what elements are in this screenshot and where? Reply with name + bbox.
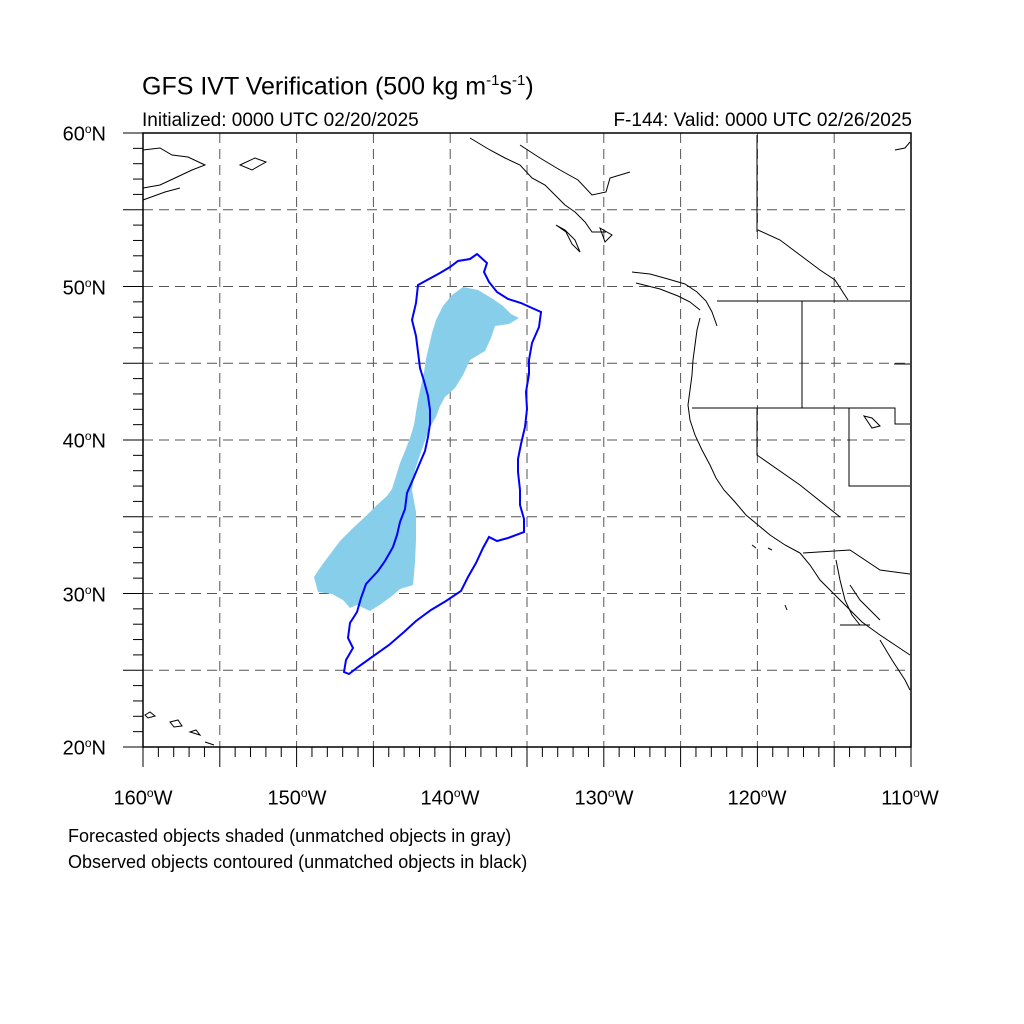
lat-label-40: 40oN <box>62 429 106 453</box>
plot-border <box>142 132 912 748</box>
valid-time-label: F-144: Valid: 0000 UTC 02/26/2025 <box>613 110 912 131</box>
lat-lon-grid <box>143 133 911 747</box>
lon-label-110w: 110oW <box>881 786 939 810</box>
lat-label-30: 30oN <box>62 583 106 607</box>
lat-label-50: 50oN <box>62 276 106 300</box>
forecast-note: Forecasted objects shaded (unmatched obj… <box>68 826 512 846</box>
observed-note: Observed objects contoured (unmatched ob… <box>68 852 528 872</box>
axis-ticks <box>123 132 912 767</box>
lon-label-120w: 120oW <box>727 786 787 810</box>
lat-label-60: 60oN <box>62 122 106 146</box>
lon-label-160w: 160oW <box>113 786 173 810</box>
lon-label-130w: 130oW <box>574 786 634 810</box>
observed-object-contour <box>342 252 543 676</box>
political-boundaries <box>692 135 911 626</box>
lon-label-150w: 150oW <box>267 786 327 810</box>
initialized-label: Initialized: 0000 UTC 02/20/2025 <box>142 110 419 131</box>
lon-label-140w: 140oW <box>420 786 480 810</box>
map-title: GFS IVT Verification (500 kg m-1s-1) <box>142 72 534 101</box>
forecast-object-shaded <box>314 287 519 611</box>
lat-label-20: 20oN <box>62 736 106 760</box>
coastlines <box>142 137 911 746</box>
